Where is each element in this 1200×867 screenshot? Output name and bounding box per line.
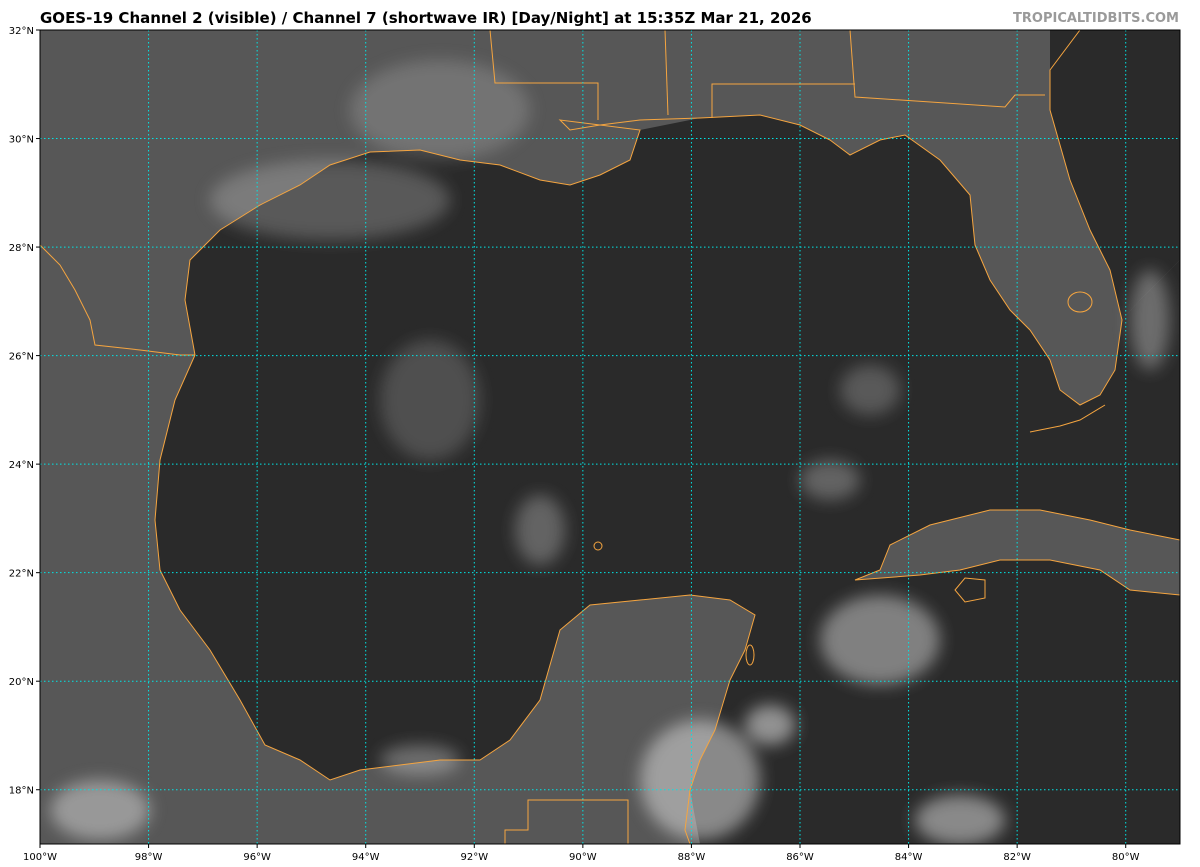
mexico-gulf-coast — [154, 354, 756, 844]
map-title: GOES-19 Channel 2 (visible) / Channel 7 … — [40, 9, 812, 27]
map-frame — [39, 29, 1181, 845]
lon-tick-label: 96°W — [243, 852, 271, 863]
lon-tick-label: 94°W — [352, 852, 380, 863]
state-border-ms-la — [489, 30, 599, 120]
lake-okeechobee — [1067, 291, 1093, 313]
belize-guatemala-border — [504, 799, 629, 844]
brand-watermark: TROPICALTIDBITS.COM — [1013, 11, 1179, 26]
cloud-cover — [50, 60, 1170, 844]
lat-tick-label: 22°N — [9, 569, 34, 580]
lat-tick-label: 26°N — [9, 352, 34, 363]
lon-tick-label: 88°W — [678, 852, 706, 863]
cuba-coast — [854, 509, 1180, 596]
lon-tick-label: 100°W — [23, 852, 57, 863]
lat-tick-label: 28°N — [9, 243, 34, 254]
lat-tick-label: 30°N — [9, 135, 34, 146]
state-border-al-ms — [664, 30, 669, 116]
atlantic-ocean — [1050, 30, 1180, 320]
isla-de-la-juventud — [954, 577, 986, 603]
florida-keys — [1029, 404, 1106, 433]
lon-tick-label: 80°W — [1112, 852, 1140, 863]
state-border-al — [711, 83, 855, 118]
coastlines — [40, 30, 1180, 844]
lat-tick-label: 20°N — [9, 677, 34, 688]
lat-tick-label: 24°N — [9, 460, 34, 471]
lon-tick-label: 90°W — [569, 852, 597, 863]
lat-tick-label: 18°N — [9, 786, 34, 797]
lon-tick-label: 98°W — [135, 852, 163, 863]
us-gulf-coast — [184, 30, 1123, 406]
axis-ticks: 100°W 98°W 96°W 94°W 92°W 90°W 88°W 86°W 84°W 82°… — [9, 26, 1140, 863]
lon-tick-label: 92°W — [460, 852, 488, 863]
lon-tick-label: 82°W — [1003, 852, 1031, 863]
lat-tick-label: 32°N — [9, 26, 34, 37]
alacranes-reef — [593, 541, 603, 551]
cozumel — [745, 644, 755, 666]
us-mexico-border — [40, 244, 195, 356]
state-border-fl — [849, 30, 1045, 108]
lon-tick-label: 84°W — [895, 852, 923, 863]
lon-tick-label: 86°W — [786, 852, 814, 863]
